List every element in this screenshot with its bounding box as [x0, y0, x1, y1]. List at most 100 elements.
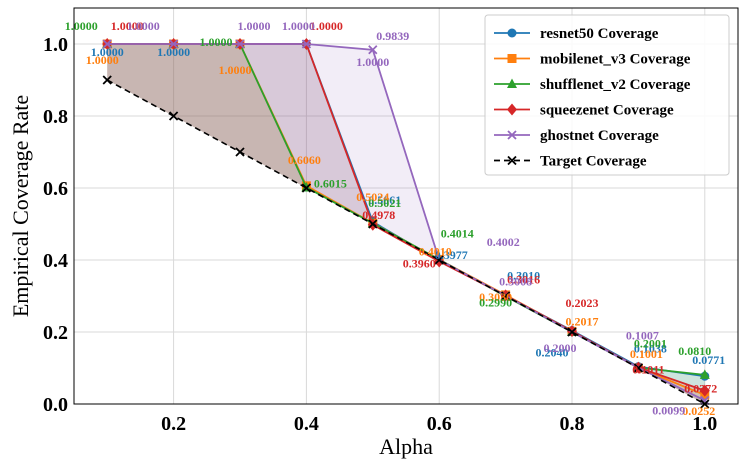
y-tick-label: 0.8 [43, 106, 68, 128]
y-tick-label: 0.6 [43, 178, 68, 200]
data-point [102, 39, 112, 49]
coverage-band [107, 44, 705, 404]
legend-label: resnet50 Coverage [540, 26, 659, 42]
data-point [699, 384, 710, 397]
legend-entry: shufflenet_v2 Coverage [494, 77, 691, 93]
legend-entry: ghostnet Coverage [494, 128, 659, 144]
legend-label: squeezenet Coverage [540, 103, 674, 119]
legend: resnet50 Coverage mobilenet_v3 Coverage sh… [484, 14, 730, 176]
data-label: 0.2990 [479, 295, 512, 309]
data-label: 0.6060 [288, 153, 321, 167]
data-point [168, 111, 179, 121]
data-point [507, 130, 517, 140]
data-label: 0.2000 [544, 341, 577, 355]
data-point [168, 39, 179, 49]
legend-entry: Target Coverage [494, 154, 647, 170]
data-label: 0.1011 [632, 363, 664, 377]
data-label: 1.0000 [86, 53, 119, 67]
data-point [567, 327, 577, 337]
legend-label: shufflenet_v2 Coverage [540, 77, 691, 93]
data-label: 0.3010 [507, 269, 540, 283]
data-label: 0.0099 [652, 403, 685, 417]
x-tick-label: 0.2 [161, 413, 186, 435]
data-label: 1.0000 [127, 19, 160, 33]
x-tick-label: 0.6 [427, 413, 452, 435]
legend-entry: squeezenet Coverage [494, 103, 674, 119]
legend-box [484, 14, 730, 176]
data-label: 0.0252 [682, 404, 715, 418]
y-tick-label: 0.4 [43, 250, 68, 272]
legend-label: ghostnet Coverage [540, 128, 659, 144]
data-label: 1.0000 [310, 19, 343, 33]
data-point [434, 255, 444, 265]
data-label: 0.5024 [356, 190, 389, 204]
y-tick-label: 1.0 [43, 34, 68, 56]
data-label: 0.5021 [368, 196, 401, 210]
x-tick-label: 1.0 [692, 413, 717, 435]
coverage-band [107, 44, 705, 404]
data-label: 0.4978 [362, 208, 395, 222]
axes [73, 7, 739, 405]
data-point [368, 219, 378, 229]
data-point [235, 39, 245, 49]
data-point [102, 75, 112, 85]
data-label: 1.0000 [356, 55, 389, 69]
data-point [301, 181, 312, 192]
data-label: 0.2001 [634, 337, 667, 351]
x-axis-label: Alpha [379, 434, 433, 459]
data-label: 0.3960 [403, 256, 436, 270]
data-point [507, 54, 517, 63]
data-label: 1.0000 [238, 19, 271, 33]
tick-labels: 0.2 0.4 0.6 0.8 1.0 0.0 0.2 0.4 0.6 0.8 1.0 [43, 34, 717, 435]
data-point [507, 78, 517, 88]
y-axis-label: Empirical Coverage Rate [8, 95, 33, 317]
data-label: 0.3008 [499, 275, 532, 289]
data-label: 0.6015 [314, 176, 347, 190]
data-label: 0.1038 [634, 342, 667, 356]
data-point [507, 28, 517, 38]
data-label: 0.0810 [678, 344, 711, 358]
data-label: 0.2023 [566, 296, 599, 310]
data-label: 0.1001 [630, 347, 663, 361]
data-label: 0.2040 [536, 346, 569, 360]
x-tick-label: 0.4 [294, 413, 319, 435]
data-label: 0.2017 [566, 314, 599, 328]
data-label: 0.5061 [368, 193, 401, 207]
data-label: 0.1007 [626, 329, 659, 343]
coverage-band [107, 44, 705, 404]
y-tick-label: 0.0 [43, 394, 68, 416]
coverage-band [107, 44, 705, 404]
data-label: 1.0000 [200, 35, 233, 49]
data-label: 1.0000 [219, 63, 252, 77]
series-lines [102, 38, 710, 409]
series-line [106, 79, 706, 405]
data-label: 1.0000 [65, 19, 98, 33]
data-label: 1.0000 [157, 45, 190, 59]
data-label: 0.4010 [419, 245, 452, 259]
data-point [507, 155, 517, 166]
data-point [633, 363, 644, 373]
data-label: 1.0000 [91, 45, 124, 59]
y-tick-label: 0.2 [43, 322, 68, 344]
data-label: 0.9839 [376, 29, 409, 43]
series-bands [107, 44, 705, 404]
legend-entry: mobilenet_v3 Coverage [494, 52, 691, 68]
legend-label: Target Coverage [540, 154, 647, 170]
coverage-band [107, 44, 705, 404]
data-label: 0.3977 [435, 248, 468, 262]
data-point [700, 395, 710, 406]
data-label: 0.0771 [692, 353, 725, 367]
x-tick-label: 0.8 [560, 413, 585, 435]
data-label: 1.0000 [111, 19, 144, 33]
data-label: 0.4002 [487, 235, 520, 249]
plot-frame [73, 7, 739, 405]
data-point [301, 39, 312, 49]
data-label: 0.4014 [441, 226, 474, 240]
data-label: 0.3016 [507, 272, 540, 286]
data-label: 1.0000 [282, 19, 315, 33]
legend-label: mobilenet_v3 Coverage [540, 52, 691, 68]
data-point [507, 103, 517, 116]
data-label: 0.0372 [684, 382, 717, 396]
